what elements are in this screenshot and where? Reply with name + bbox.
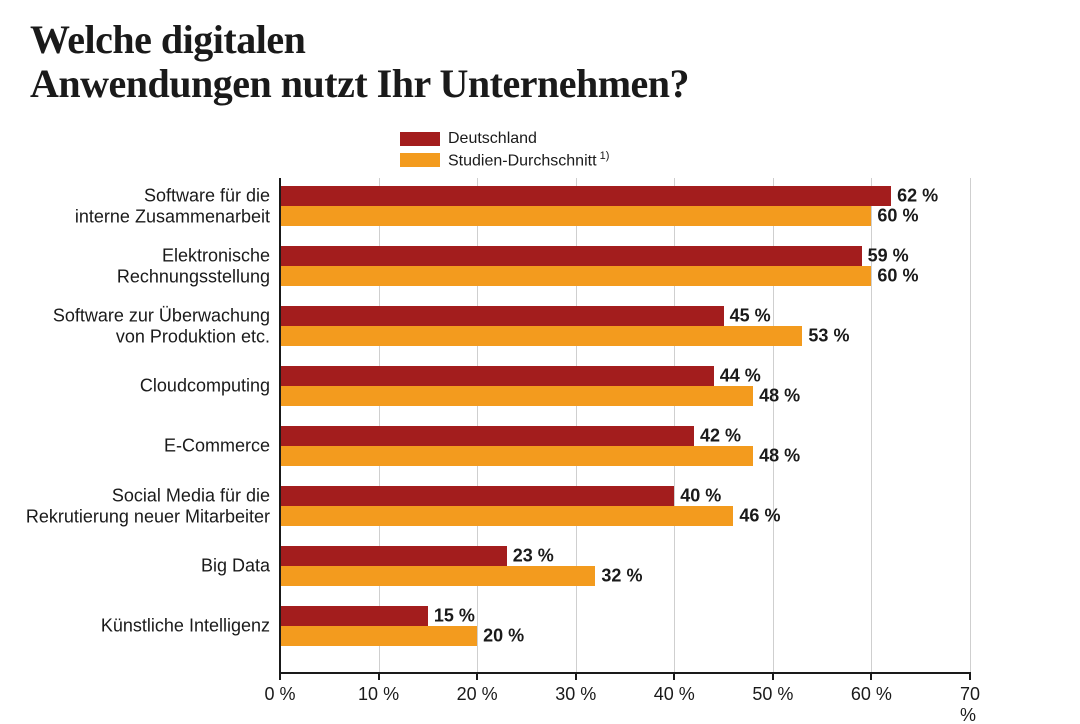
x-tick-label: 0 % bbox=[264, 684, 295, 705]
gridline bbox=[970, 178, 971, 672]
bar-value-label: 48 % bbox=[759, 446, 800, 467]
source-line2: befragten KMU in Deutschland, Frankreich… bbox=[1024, 684, 1043, 724]
x-axis bbox=[280, 672, 970, 674]
legend-label: Deutschland bbox=[448, 130, 537, 148]
bar-value-label: 60 % bbox=[877, 266, 918, 287]
x-tick-label: 30 % bbox=[555, 684, 596, 705]
category-label: Social Media für die Rekrutierung neuer … bbox=[26, 485, 280, 526]
category-label: Software für die interne Zusammenarbeit bbox=[75, 185, 280, 226]
bar-value-label: 44 % bbox=[720, 366, 761, 387]
bar-value-label: 15 % bbox=[434, 606, 475, 627]
page: Welche digitalen Anwendungen nutzt Ihr U… bbox=[0, 0, 1080, 724]
category-label: Cloudcomputing bbox=[140, 376, 280, 397]
chart-title: Welche digitalen Anwendungen nutzt Ihr U… bbox=[30, 18, 689, 106]
bar bbox=[280, 206, 871, 226]
bar bbox=[280, 306, 724, 326]
legend-item: Studien-Durchschnitt 1) bbox=[400, 150, 609, 170]
y-axis bbox=[279, 178, 281, 674]
bar-value-label: 53 % bbox=[808, 326, 849, 347]
bar-value-label: 23 % bbox=[513, 546, 554, 567]
legend: Deutschland Studien-Durchschnitt 1) bbox=[400, 130, 609, 172]
x-tick-label: 70 % bbox=[960, 684, 980, 724]
legend-superscript: 1) bbox=[597, 150, 610, 162]
category-label: Software zur Überwachung von Produktion … bbox=[53, 305, 280, 346]
bar bbox=[280, 626, 477, 646]
legend-swatch bbox=[400, 132, 440, 146]
x-tick-label: 60 % bbox=[851, 684, 892, 705]
chart-title-line2: Anwendungen nutzt Ihr Unternehmen? bbox=[30, 62, 689, 106]
bar bbox=[280, 266, 871, 286]
bar bbox=[280, 186, 891, 206]
source-line1: Quelle: Studie „Going Digital – The Chal… bbox=[1005, 684, 1024, 724]
bar bbox=[280, 426, 694, 446]
x-tick-label: 50 % bbox=[752, 684, 793, 705]
bar-value-label: 46 % bbox=[739, 506, 780, 527]
bar-chart: 0 %10 %20 %30 %40 %50 %60 %70 %Software … bbox=[280, 178, 970, 712]
legend-swatch bbox=[400, 153, 440, 167]
source-credit: Quelle: Studie „Going Digital – The Chal… bbox=[1005, 684, 1062, 724]
bar-value-label: 20 % bbox=[483, 626, 524, 647]
bar-value-label: 42 % bbox=[700, 426, 741, 447]
bar bbox=[280, 546, 507, 566]
bar bbox=[280, 326, 802, 346]
bar bbox=[280, 366, 714, 386]
bar bbox=[280, 606, 428, 626]
bar-value-label: 40 % bbox=[680, 486, 721, 507]
bar bbox=[280, 506, 733, 526]
bar-value-label: 60 % bbox=[877, 206, 918, 227]
bar-value-label: 62 % bbox=[897, 186, 938, 207]
x-tick-label: 10 % bbox=[358, 684, 399, 705]
x-tick-label: 20 % bbox=[457, 684, 498, 705]
category-label: Big Data bbox=[201, 556, 280, 577]
bar bbox=[280, 486, 674, 506]
legend-item: Deutschland bbox=[400, 130, 609, 148]
bar bbox=[280, 246, 862, 266]
plot-area: 0 %10 %20 %30 %40 %50 %60 %70 %Software … bbox=[280, 178, 970, 672]
category-label: E-Commerce bbox=[164, 436, 280, 457]
category-label: Elektronische Rechnungsstellung bbox=[117, 245, 280, 286]
source-line3: Grafik: BTH Heimtex bbox=[1043, 684, 1062, 724]
bar bbox=[280, 446, 753, 466]
bar bbox=[280, 566, 595, 586]
bar bbox=[280, 386, 753, 406]
x-tick-label: 40 % bbox=[654, 684, 695, 705]
chart-title-line1: Welche digitalen bbox=[30, 18, 689, 62]
bar-value-label: 32 % bbox=[601, 566, 642, 587]
legend-label: Studien-Durchschnitt 1) bbox=[448, 150, 609, 170]
bar-value-label: 48 % bbox=[759, 386, 800, 407]
bar-value-label: 45 % bbox=[730, 306, 771, 327]
category-label: Künstliche Intelligenz bbox=[101, 616, 280, 637]
bar-value-label: 59 % bbox=[868, 246, 909, 267]
